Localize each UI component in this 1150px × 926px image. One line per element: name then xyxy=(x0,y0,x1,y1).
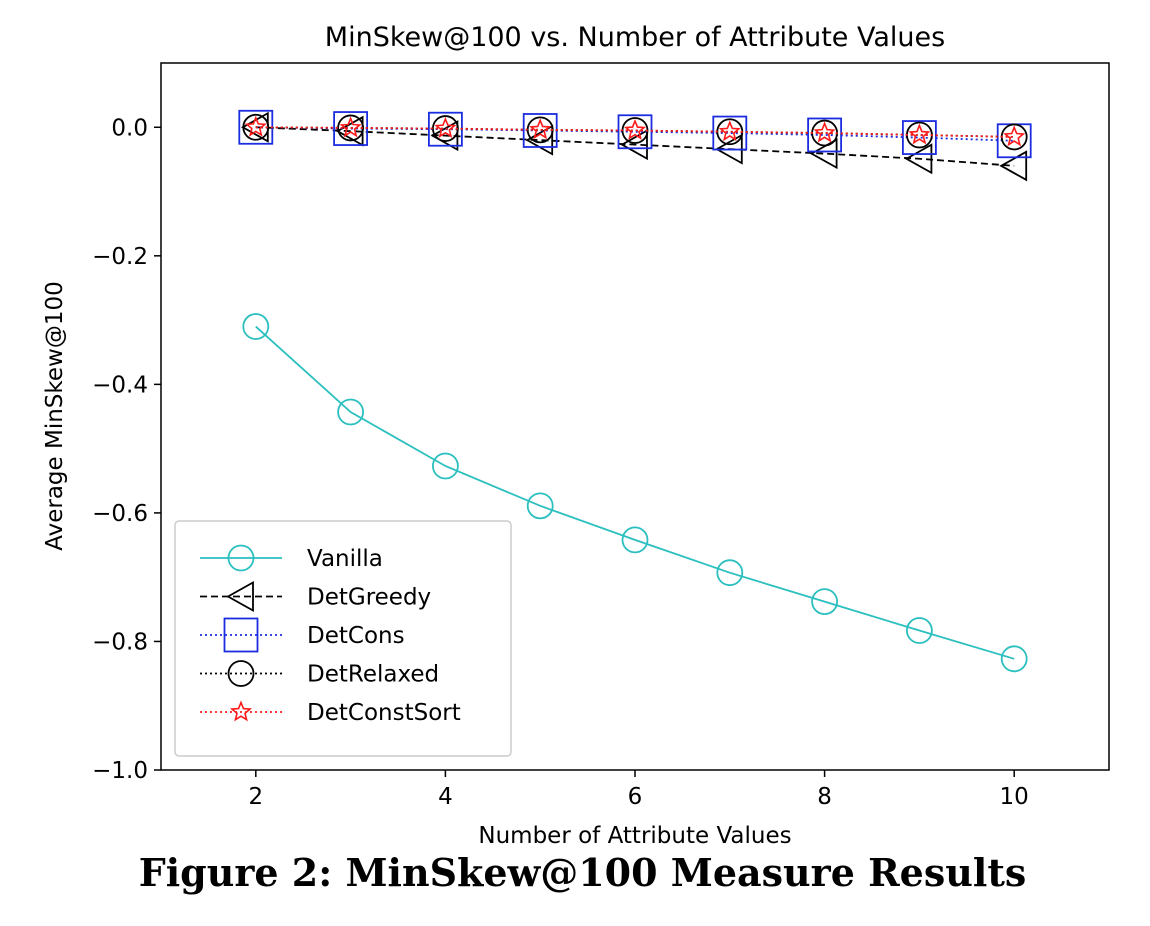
data-point xyxy=(809,138,838,170)
y-tick-label: −0.6 xyxy=(92,501,148,527)
legend-label: Vanilla xyxy=(307,546,383,572)
legend-marker xyxy=(229,700,253,722)
x-tick-label: 10 xyxy=(1000,784,1029,810)
series-line xyxy=(255,126,1015,167)
data-point xyxy=(430,120,459,152)
data-point xyxy=(813,121,836,143)
data-point xyxy=(718,120,741,142)
data-point xyxy=(526,492,554,520)
data-point xyxy=(807,117,842,153)
data-point xyxy=(339,116,362,138)
data-point xyxy=(529,118,552,140)
data-point xyxy=(1003,125,1026,147)
legend-item-detrelaxed: DetRelaxed xyxy=(200,660,439,688)
legend: Vanilla DetGreedy DetCons DetRelaxed DetCons… xyxy=(174,520,512,757)
x-tick-label: 8 xyxy=(817,784,832,810)
data-point xyxy=(906,617,933,644)
data-point xyxy=(904,143,933,175)
data-point xyxy=(716,559,744,587)
y-tick-label: −0.4 xyxy=(92,372,148,398)
data-point xyxy=(908,123,931,145)
legend-label: DetRelaxed xyxy=(307,662,439,688)
data-point xyxy=(999,150,1028,182)
data-point xyxy=(337,398,365,426)
legend-marker xyxy=(226,580,254,613)
data-point xyxy=(337,114,365,142)
figure-caption: Figure 2: MinSkew@100 Measure Results xyxy=(138,850,1027,895)
data-point xyxy=(811,588,838,616)
y-tick-label: 0.0 xyxy=(111,115,148,141)
series-layer xyxy=(238,109,1032,673)
legend-marker xyxy=(223,617,259,653)
y-tick-label: −1.0 xyxy=(92,758,148,784)
data-point xyxy=(621,526,649,554)
y-tick-label: −0.8 xyxy=(92,629,148,655)
legend-marker xyxy=(227,660,255,687)
data-point xyxy=(242,113,270,141)
legend-label: DetConstSort xyxy=(307,700,461,726)
chart-title: MinSkew@100 vs. Number of Attribute Valu… xyxy=(325,22,945,53)
data-point xyxy=(244,115,267,137)
y-axis-ticks: 0.0 −0.2 −0.4 −0.6 −0.8 −1.0 xyxy=(92,115,161,784)
minskew-chart: MinSkew@100 vs. Number of Attribute Valu… xyxy=(42,22,1110,849)
series-detconstsort xyxy=(244,115,1026,147)
y-tick-label: −0.2 xyxy=(92,244,148,270)
x-tick-label: 2 xyxy=(248,784,263,810)
legend-marker xyxy=(227,544,255,572)
data-point xyxy=(1000,645,1028,673)
legend-label: DetGreedy xyxy=(307,585,431,611)
legend-item-detconstsort: DetConstSort xyxy=(200,700,461,726)
legend-label: DetCons xyxy=(307,623,405,649)
legend-item-detgreedy: DetGreedy xyxy=(200,580,431,613)
y-axis-label: Average MinSkew@100 xyxy=(42,281,68,551)
x-tick-label: 4 xyxy=(438,784,453,810)
data-point xyxy=(902,120,937,155)
data-point xyxy=(242,313,270,340)
legend-item-vanilla: Vanilla xyxy=(200,544,383,572)
data-point xyxy=(712,115,748,151)
data-point xyxy=(617,114,653,150)
series-line xyxy=(255,325,1015,660)
x-axis-label: Number of Attribute Values xyxy=(478,823,791,849)
series-line xyxy=(255,126,1015,138)
data-point xyxy=(431,452,459,480)
legend-box xyxy=(174,520,512,757)
series-vanilla xyxy=(242,313,1028,673)
data-point xyxy=(434,116,457,138)
data-point xyxy=(620,129,648,161)
x-axis-ticks: 2 4 6 8 10 xyxy=(248,770,1029,810)
legend-item-detcons: DetCons xyxy=(200,617,405,653)
data-point xyxy=(431,115,459,142)
x-tick-label: 6 xyxy=(628,784,643,810)
data-point xyxy=(623,118,647,140)
